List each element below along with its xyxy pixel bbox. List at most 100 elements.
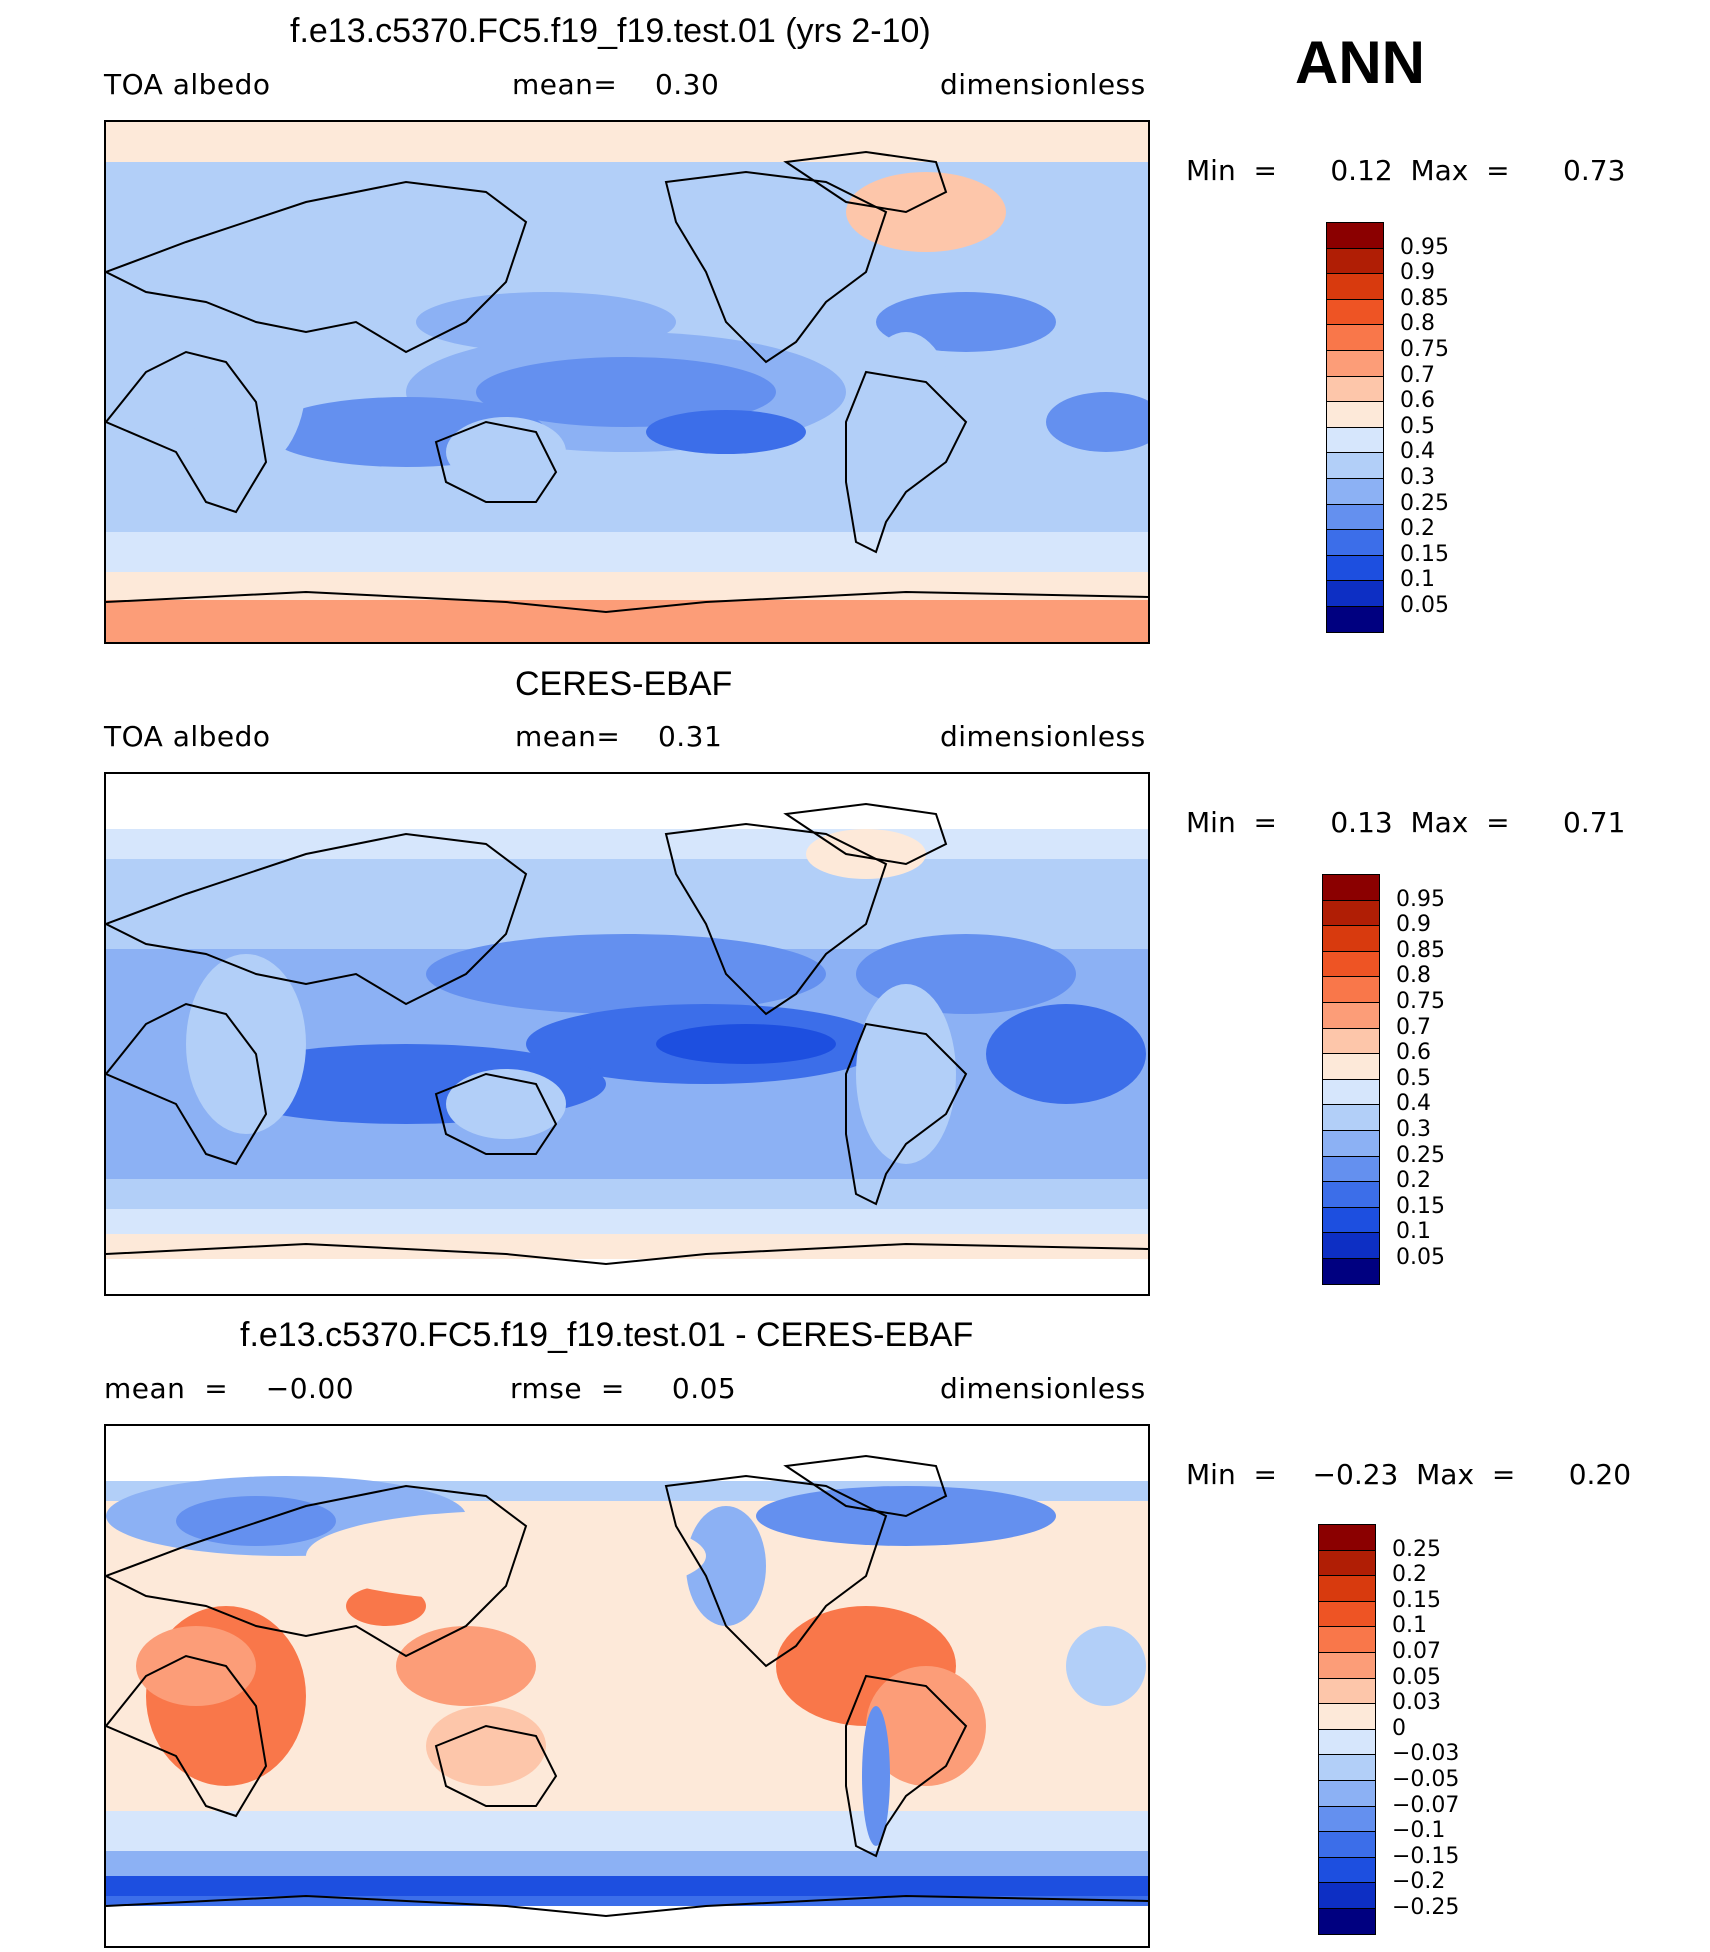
colorbar-swatch [1326, 298, 1384, 326]
colorbar-swatch [1322, 925, 1380, 952]
colorbar-swatch [1318, 1831, 1376, 1858]
colorbar-tick-label: 0.8 [1396, 963, 1431, 989]
colorbar-swatch [1322, 1027, 1380, 1055]
colorbar-tick-label: −0.2 [1392, 1869, 1446, 1895]
colorbar-tick-label: 0 [1392, 1715, 1406, 1741]
panel-3-title: f.e13.c5370.FC5.f19_f19.test.01 - CERES-… [240, 1316, 974, 1354]
colorbar-tick-label: 0.5 [1396, 1065, 1431, 1091]
panel-3-units-label: dimensionless [940, 1372, 1146, 1405]
colorbar-swatch [1326, 247, 1384, 275]
panel-2-mean-label: mean= 0.31 [515, 720, 723, 753]
colorbar-swatch [1318, 1626, 1376, 1653]
colorbar-swatch [1326, 580, 1384, 607]
panel-1-variable-label: TOA albedo [104, 68, 271, 101]
panel-3-min-max: Min = −0.23 Max = 0.20 [1186, 1458, 1632, 1491]
colorbar-swatch [1322, 950, 1380, 978]
panel-1-title: f.e13.c5370.FC5.f19_f19.test.01 (yrs 2-1… [290, 12, 931, 50]
colorbar-swatch [1326, 222, 1384, 249]
colorbar-swatch [1322, 1053, 1380, 1080]
colorbar-tick-label: 0.2 [1400, 516, 1435, 542]
colorbar-tick-label: 0.9 [1396, 912, 1431, 938]
colorbar-swatch [1318, 1524, 1376, 1551]
colorbar-swatch [1318, 1882, 1376, 1909]
colorbar-tick-label: 0.25 [1396, 1142, 1445, 1168]
colorbar-tick-label: −0.25 [1392, 1895, 1460, 1920]
colorbar-tick-label: 0.4 [1400, 439, 1435, 465]
colorbar-swatch [1326, 375, 1384, 403]
colorbar-tick-label: −0.1 [1392, 1818, 1446, 1844]
colorbar-tick-label: 0.95 [1396, 886, 1445, 912]
panel-3-colorbar: 0.25 0.2 0.15 0.1 0.07 0.05 0.03 0 −0.03 −0.05 −0.… [1318, 1524, 1518, 1936]
colorbar-swatch [1318, 1703, 1376, 1730]
colorbar-tick-label: −0.03 [1392, 1741, 1460, 1767]
panel-3-map [104, 1424, 1150, 1948]
colorbar-swatch [1318, 1652, 1376, 1679]
panel-2-title: CERES-EBAF [515, 665, 733, 703]
colorbar-swatch [1322, 874, 1380, 901]
colorbar-swatch [1318, 1600, 1376, 1628]
colorbar-swatch [1322, 1002, 1380, 1029]
colorbar-swatch [1318, 1728, 1376, 1756]
colorbar-tick-label: 0.25 [1392, 1536, 1441, 1562]
colorbar-swatch [1326, 478, 1384, 505]
colorbar-tick-label: 0.15 [1392, 1587, 1441, 1613]
colorbar-swatch [1318, 1754, 1376, 1781]
colorbar-swatch [1326, 554, 1384, 582]
colorbar-swatch [1322, 1232, 1380, 1259]
colorbar-tick-label: 0.75 [1396, 989, 1445, 1014]
colorbar-tick-label: 0.95 [1400, 234, 1449, 260]
colorbar-tick-label: 0.8 [1400, 311, 1435, 337]
colorbar-tick-label: 0.07 [1392, 1639, 1441, 1664]
panel-2-colorbar: 0.95 0.9 0.85 0.8 0.75 0.7 0.6 0.5 0.4 0.3 0.25 0.2… [1322, 874, 1522, 1288]
colorbar-tick-label: 0.05 [1400, 593, 1449, 618]
colorbar-swatch [1318, 1677, 1376, 1705]
colorbar-swatch [1322, 1078, 1380, 1106]
colorbar-swatch [1322, 1155, 1380, 1183]
colorbar-swatch [1322, 1181, 1380, 1208]
colorbar-tick-label: 0.25 [1400, 490, 1449, 516]
panel-2-units-label: dimensionless [940, 720, 1146, 753]
colorbar-swatch [1326, 426, 1384, 454]
colorbar-tick-label: 0.3 [1400, 465, 1435, 490]
colorbar-tick-label: −0.05 [1392, 1767, 1460, 1792]
colorbar-swatch [1322, 1104, 1380, 1131]
colorbar-swatch [1322, 899, 1380, 927]
colorbar-swatch [1318, 1549, 1376, 1577]
colorbar-tick-label: 0.9 [1400, 260, 1435, 286]
colorbar-swatch [1326, 324, 1384, 351]
panel-1-colorbar: 0.95 0.9 0.85 0.8 0.75 0.7 0.6 0.5 0.4 0.3 0.25 0.2… [1326, 222, 1526, 636]
colorbar-tick-label: 0.03 [1392, 1690, 1441, 1716]
panel-2-variable-label: TOA albedo [104, 720, 271, 753]
colorbar-swatch [1326, 503, 1384, 531]
colorbar-tick-label: 0.05 [1392, 1664, 1441, 1690]
colorbar-tick-label: 0.7 [1396, 1014, 1431, 1040]
panel-1-mean-label: mean= 0.30 [512, 68, 720, 101]
colorbar-tick-label: 0.2 [1392, 1562, 1427, 1588]
colorbar-tick-label: 0.05 [1396, 1245, 1445, 1270]
colorbar-swatch [1318, 1780, 1376, 1807]
colorbar-swatch [1322, 1130, 1380, 1157]
season-label: ANN [1295, 29, 1425, 96]
colorbar-tick-label: 0.75 [1400, 337, 1449, 362]
colorbar-swatch [1326, 350, 1384, 377]
panel-1-units-label: dimensionless [940, 68, 1146, 101]
colorbar-tick-label: 0.6 [1400, 388, 1435, 414]
colorbar-swatch [1326, 452, 1384, 479]
panel-3-rmse-label: rmse = 0.05 [510, 1372, 737, 1405]
colorbar-swatch [1322, 1258, 1380, 1285]
colorbar-swatch [1318, 1575, 1376, 1602]
colorbar-tick-label: 0.3 [1396, 1117, 1431, 1142]
colorbar-tick-label: −0.15 [1392, 1843, 1460, 1869]
colorbar-tick-label: 0.15 [1400, 541, 1449, 567]
panel-1-map [104, 120, 1150, 644]
panel-2-map [104, 772, 1150, 1296]
colorbar-tick-label: 0.4 [1396, 1091, 1431, 1117]
colorbar-swatch [1318, 1908, 1376, 1935]
colorbar-swatch [1318, 1856, 1376, 1884]
colorbar-tick-label: 0.1 [1396, 1219, 1431, 1245]
colorbar-tick-label: 0.1 [1392, 1613, 1427, 1639]
colorbar-swatch [1326, 401, 1384, 428]
colorbar-swatch [1326, 529, 1384, 556]
colorbar-tick-label: 0.85 [1396, 937, 1445, 963]
colorbar-swatch [1322, 1206, 1380, 1234]
